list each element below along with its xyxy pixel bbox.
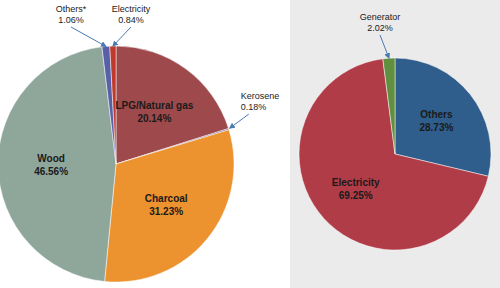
slice-value-label: 69.25% xyxy=(339,190,373,201)
slice-value-label: 0.18% xyxy=(241,102,267,112)
pie-slice xyxy=(105,130,234,282)
data-labels: Others 28.73% Electricity 69.25% Generator2.… xyxy=(332,12,454,201)
pie-group: LPG/Natural gas 20.14% Charcoal 31.23% Wood 4… xyxy=(0,4,279,282)
chart-canvas: LPG/Natural gas 20.14% Charcoal 31.23% Wood 4… xyxy=(0,0,500,288)
pie-slice xyxy=(383,58,395,154)
slice-label: Others* xyxy=(56,4,87,14)
slice-label: Others xyxy=(420,109,453,120)
slice-label: Electricity xyxy=(332,177,380,188)
label-arrow xyxy=(380,35,389,58)
pie-slice xyxy=(102,46,116,164)
slice-value-label: 46.56% xyxy=(34,166,68,177)
pie-slice xyxy=(0,47,116,282)
slice-label: LPG/Natural gas xyxy=(115,100,193,111)
slice-value-label: 28.73% xyxy=(419,122,453,133)
data-labels: LPG/Natural gas 20.14% Charcoal 31.23% Wood 4… xyxy=(34,4,279,217)
label-arrow xyxy=(113,27,131,46)
slice-label: Kerosene xyxy=(241,91,280,101)
label-arrow xyxy=(230,114,249,128)
slice-value-label: 31.23% xyxy=(149,206,183,217)
slice-label: Wood xyxy=(37,153,65,164)
slice-label: Generator xyxy=(360,12,401,22)
panel-background xyxy=(290,0,500,288)
slice-label: Electricity xyxy=(112,4,151,14)
slice-value-label: 0.84% xyxy=(118,15,144,25)
slices xyxy=(299,58,491,250)
label-arrow xyxy=(71,27,106,46)
slice-value-label: 1.06% xyxy=(58,15,84,25)
slice-label: Charcoal xyxy=(145,193,188,204)
pie-group: Others 28.73% Electricity 69.25% Generator2.… xyxy=(299,12,491,250)
slice-value-label: 20.14% xyxy=(137,113,171,124)
slices xyxy=(0,46,234,282)
pie-slice xyxy=(299,59,488,250)
slice-value-label: 2.02% xyxy=(367,23,393,33)
